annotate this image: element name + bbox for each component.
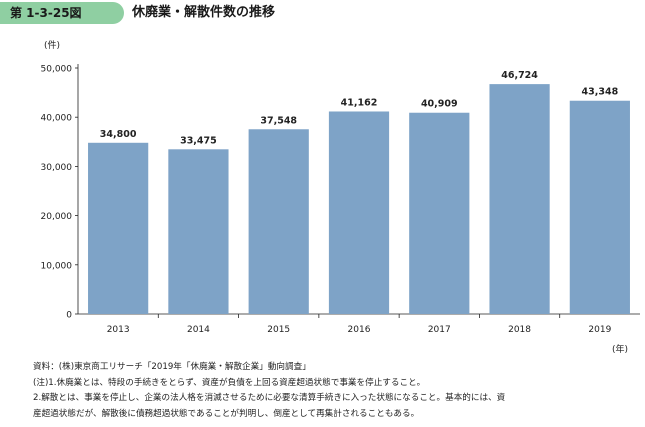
bar-2013 [88,142,149,314]
data-label-2016: 41,162 [341,97,378,108]
y-tick-label: 0 [66,311,72,321]
y-tick-label: 20,000 [41,212,73,222]
x-tick-label-2017: 2017 [428,325,451,335]
bar-2019 [569,100,630,314]
footnote-2: 2.解散とは、事業を停止し、企業の法人格を消滅させるために必要な清算手続きに入っ… [33,393,506,403]
data-label-2017: 40,909 [421,99,458,110]
footnote-1: (注)1.休廃業とは、特段の手続きをとらず、資産が負債を上回る資産超過状態で事業… [33,377,426,388]
x-axis-unit: (年) [612,343,628,355]
y-axis-unit: (件) [44,39,60,51]
y-tick-label: 40,000 [41,114,73,124]
data-label-2019: 43,348 [582,87,619,98]
y-tick-label: 30,000 [41,163,73,173]
x-tick-label-2014: 2014 [187,325,210,335]
x-tick-label-2015: 2015 [267,325,290,335]
figure-title: 休廃業・解散件数の推移 [132,5,276,20]
bar-2014 [168,149,229,314]
bar-chart: (件) 0 10,000 20,000 30,000 40,000 50,000 34,800… [41,39,640,355]
figure-number-badge: 第 1-3-25図 [0,2,124,24]
bar-2015 [248,129,309,314]
data-label-2013: 34,800 [100,129,137,140]
x-tick-label-2016: 2016 [348,325,371,335]
bar-2017 [409,112,470,314]
data-label-2018: 46,724 [501,70,538,81]
bar-2016 [328,111,390,314]
source-note: 資料：(株)東京商工リサーチ「2019年「休廃業・解散企業」動向調査」 [33,362,311,372]
data-label-2015: 37,548 [260,115,297,126]
y-tick-label: 50,000 [41,65,73,75]
footnote-2-continued: 産超過状態だが、解散後に債務超過状態であることが判明し、倒産として再集計されるこ… [33,408,420,419]
figure-header: 第 1-3-25図 休廃業・解散件数の推移 [0,0,645,30]
x-tick-label-2018: 2018 [508,325,531,335]
x-tick-label-2013: 2013 [107,325,130,335]
data-label-2014: 33,475 [180,135,217,146]
y-tick-label: 10,000 [41,261,73,271]
figure-notes: 資料：(株)東京商工リサーチ「2019年「休廃業・解散企業」動向調査」 (注)1… [33,360,633,422]
bar-2018 [489,84,550,314]
x-tick-label-2019: 2019 [588,325,611,335]
